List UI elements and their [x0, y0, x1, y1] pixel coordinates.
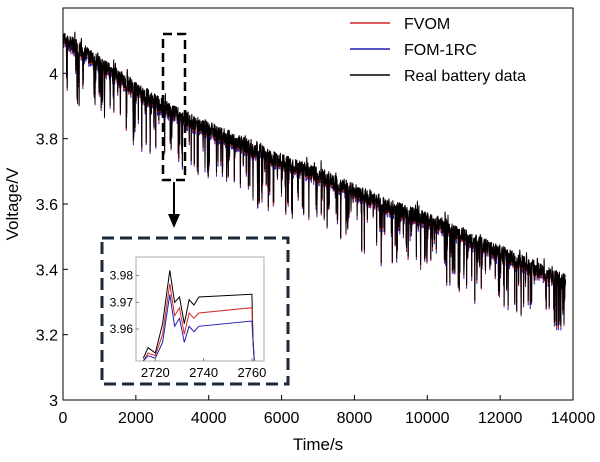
legend-label: FVOM: [404, 16, 450, 33]
inset-y-axis: 3.96 3.97 3.98: [110, 269, 139, 336]
inset-line-fvom: [142, 283, 255, 362]
inset-y-tick-label: 3.97: [110, 295, 134, 309]
inset-frame: [135, 256, 265, 362]
inset-line-real-battery-data: [142, 270, 255, 362]
series-line-real-battery-data: [62, 31, 567, 327]
x-tick-label: 0: [59, 410, 68, 427]
zoom-arrow-head: [168, 214, 180, 228]
inset-x-tick-label: 2740: [189, 365, 218, 380]
inset-x-tick-label: 2760: [237, 365, 266, 380]
y-tick-label: 3.8: [36, 132, 58, 149]
y-tick-label: 3.6: [36, 197, 58, 214]
x-tick-label: 14000: [551, 410, 596, 427]
y-tick-label: 3: [49, 393, 58, 410]
y-tick-label: 3.2: [36, 328, 58, 345]
inset-y-tick-label: 3.96: [110, 322, 134, 336]
x-tick-label: 4000: [191, 410, 227, 427]
inset-x-tick-label: 2720: [141, 365, 170, 380]
x-axis-label: Time/s: [293, 435, 343, 454]
main-series: [62, 31, 567, 331]
y-axis: 3 3.2 3.4 3.6 3.8 4: [36, 66, 68, 410]
x-axis: 0 2000 4000 6000 8000 10000 12000 14000: [59, 395, 596, 427]
inset-y-tick-label: 3.98: [110, 269, 134, 283]
x-tick-label: 10000: [405, 410, 450, 427]
inset-line-fom-1rc: [142, 294, 255, 362]
x-tick-label: 12000: [478, 410, 523, 427]
x-tick-label: 2000: [118, 410, 154, 427]
legend-label: FOM-1RC: [404, 42, 477, 59]
x-tick-label: 6000: [264, 410, 300, 427]
inset-series: [142, 270, 255, 362]
inset-box: [100, 236, 290, 386]
legend: FVOM FOM-1RC Real battery data: [346, 10, 570, 88]
inset-x-axis: 2720 2740 2760: [141, 358, 266, 380]
y-axis-label: Voltage/V: [3, 167, 22, 240]
y-tick-label: 3.4: [36, 262, 58, 279]
x-tick-label: 8000: [337, 410, 373, 427]
y-tick-label: 4: [49, 66, 58, 83]
legend-label: Real battery data: [404, 68, 526, 85]
